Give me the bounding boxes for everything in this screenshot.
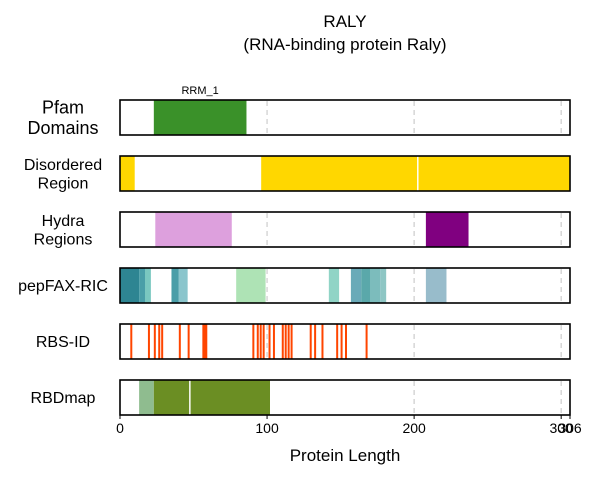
feature-pepfax-ric-5 — [236, 268, 266, 303]
track-frame — [119, 155, 571, 192]
track-label: Hydra — [42, 213, 85, 230]
feature-rbdmap-1 — [153, 380, 190, 415]
feature-rbs-id-14 — [268, 324, 271, 359]
feature-rbs-id-7 — [202, 324, 205, 359]
feature-rbs-id-5 — [178, 324, 181, 359]
x-tick-label: 0 — [116, 420, 124, 436]
feature-pepfax-ric-8 — [361, 268, 370, 303]
x-tick-label: 200 — [402, 420, 426, 436]
feature-rbs-id-20 — [309, 324, 312, 359]
track-label: Regions — [34, 231, 93, 248]
feature-rbs-id-24 — [340, 324, 343, 359]
feature-label: RRM_1 — [181, 85, 218, 97]
x-tick-label: 306 — [558, 420, 582, 436]
track-frame — [119, 323, 571, 360]
track-rbs-id: RBS-ID — [36, 323, 571, 360]
feature-pepfax-ric-1 — [139, 268, 145, 303]
feature-tracks: RRM_1PfamDomainsDisorderedRegionHydraReg… — [18, 85, 571, 416]
track-label: Disordered — [24, 157, 102, 174]
track-label: RBS-ID — [36, 334, 90, 351]
feature-disordered-region-0 — [120, 156, 135, 191]
feature-pepfax-ric-10 — [380, 268, 387, 303]
feature-hydra-regions-0 — [155, 212, 232, 247]
chart-title: RALY — [323, 12, 366, 31]
feature-rbs-id-18 — [287, 324, 290, 359]
feature-rbs-id-26 — [365, 324, 368, 359]
track-label: pepFAX-RIC — [18, 278, 108, 295]
feature-rbs-id-3 — [158, 324, 161, 359]
feature-rbs-id-13 — [262, 324, 265, 359]
track-frame — [119, 99, 571, 136]
track-label: Domains — [27, 118, 98, 138]
feature-rbs-id-25 — [345, 324, 347, 359]
feature-rbs-id-10 — [252, 324, 255, 359]
feature-rbs-id-16 — [281, 324, 284, 359]
x-tick-label: 100 — [255, 420, 279, 436]
feature-rbdmap-2 — [190, 380, 270, 415]
track-label: Pfam — [42, 97, 84, 117]
feature-rbs-id-0 — [130, 324, 133, 359]
feature-hydra-regions-1 — [425, 212, 469, 247]
feature-disordered-region-2 — [418, 156, 570, 191]
feature-rbs-id-1 — [147, 324, 150, 359]
feature-rbs-id-22 — [321, 324, 324, 359]
chart-subtitle: (RNA-binding protein Raly) — [243, 35, 446, 54]
track-frame — [119, 379, 571, 416]
gridlines — [266, 101, 562, 414]
feature-pepfax-ric-3 — [171, 268, 179, 303]
track-rbdmap: RBDmap — [31, 379, 571, 416]
feature-rbs-id-9 — [205, 324, 208, 359]
feature-rbs-id-17 — [284, 324, 287, 359]
feature-pepfax-ric-0 — [120, 268, 140, 303]
track-frame — [119, 211, 571, 248]
track-frame — [119, 267, 571, 304]
feature-rbs-id-11 — [256, 324, 259, 359]
track-label: Region — [38, 175, 89, 192]
feature-rbs-id-19 — [290, 324, 293, 359]
track-pepfax-ric: pepFAX-RIC — [18, 267, 571, 304]
feature-pepfax-ric-7 — [350, 268, 362, 303]
feature-pepfax-ric-6 — [328, 268, 340, 303]
x-axis-label: Protein Length — [290, 446, 401, 465]
feature-pepfax-ric-4 — [178, 268, 188, 303]
x-tick-label: 300 — [549, 420, 573, 436]
feature-rbs-id-23 — [336, 324, 339, 359]
feature-rbs-id-8 — [203, 324, 206, 359]
track-label: RBDmap — [31, 390, 96, 407]
feature-rbs-id-12 — [259, 324, 262, 359]
feature-rbs-id-21 — [314, 324, 317, 359]
feature-rbs-id-4 — [161, 324, 164, 359]
feature-pepfax-ric-9 — [370, 268, 381, 303]
feature-rbdmap-0 — [139, 380, 154, 415]
feature-pepfax-ric-11 — [425, 268, 447, 303]
feature-rbs-id-2 — [153, 324, 156, 359]
feature-pfam-domains-0 — [153, 100, 247, 135]
feature-disordered-region-1 — [261, 156, 418, 191]
feature-rbs-id-15 — [272, 324, 275, 359]
feature-rbs-id-6 — [187, 324, 190, 359]
feature-pepfax-ric-2 — [145, 268, 151, 303]
